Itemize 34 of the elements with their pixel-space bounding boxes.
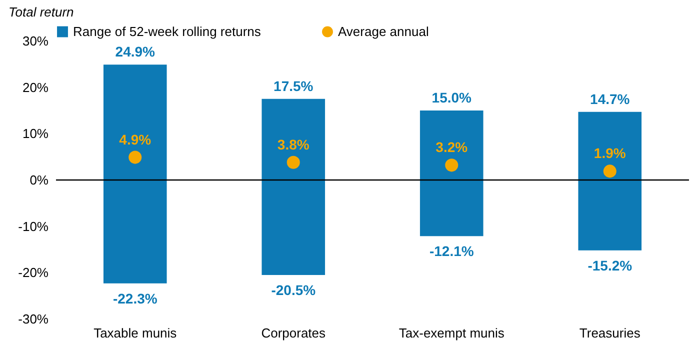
annotation: 17.5% (274, 78, 314, 94)
x-tick-label: Taxable munis (94, 326, 178, 340)
data-label: 4.9% (119, 131, 152, 148)
annotation: -22.3% (112, 290, 158, 306)
y-axis-title: Total return (8, 4, 74, 20)
point (286, 156, 300, 169)
x-tick-label: Treasuries (579, 326, 641, 340)
legend-label: Average annual (338, 24, 429, 39)
annotation: -12.1% (429, 243, 474, 260)
point (128, 150, 142, 164)
data-label: 3.2% (436, 139, 468, 156)
annotation: 15.0% (432, 90, 472, 106)
point (603, 164, 616, 178)
y-tick-label: -30% (18, 312, 49, 326)
annotation: 14.7% (590, 90, 630, 107)
y-tick-label: 20% (22, 80, 49, 95)
bar (578, 112, 642, 250)
y-tick-label: -10% (18, 218, 49, 234)
data-label: 3.8% (277, 136, 310, 152)
point (445, 158, 458, 172)
annotation: 24.9% (115, 44, 156, 60)
y-tick-label: -20% (18, 265, 49, 280)
y-tick-label: 30% (22, 34, 49, 48)
annotation: -15.2% (588, 257, 633, 274)
legend-label: Range of 52-week rolling returns (73, 24, 262, 39)
x-tick-label: Corporates (261, 326, 326, 340)
data-label: 1.9% (594, 145, 626, 162)
y-tick-label: 10% (22, 126, 49, 142)
y-tick-label: 0% (30, 172, 49, 188)
bar (103, 64, 167, 284)
bar (420, 110, 484, 236)
x-tick-label: Tax-exempt munis (398, 326, 505, 340)
bar (262, 98, 326, 275)
annotation: -20.5% (271, 282, 316, 298)
